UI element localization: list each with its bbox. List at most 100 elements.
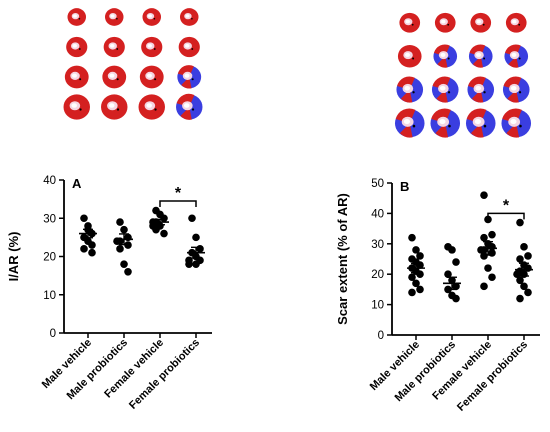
- data-point: [524, 288, 532, 297]
- y-tick-label: 30: [371, 239, 384, 251]
- data-point: [480, 191, 488, 199]
- heart-slice: [394, 108, 425, 138]
- error-bars-a: [79, 218, 205, 259]
- left-heart-sections-image: [63, 8, 203, 120]
- error-bars-b: [407, 240, 533, 291]
- heart-slice: [501, 108, 532, 138]
- heart-slice: [177, 65, 202, 89]
- data-point: [516, 218, 524, 227]
- data-point: [452, 294, 460, 303]
- heart-slice: [431, 76, 459, 103]
- heart-slice: [176, 93, 203, 120]
- data-point: [88, 241, 96, 249]
- y-ticks-a: 0 10 20 30 40: [43, 175, 64, 340]
- data-point: [416, 252, 424, 260]
- data-point: [412, 279, 420, 288]
- heart-slice: [139, 65, 164, 89]
- data-point: [124, 268, 132, 276]
- heart-slice: [502, 76, 530, 103]
- data-point: [160, 229, 168, 238]
- axes-a: [63, 180, 212, 334]
- heart-slice: [396, 76, 424, 103]
- data-point: [488, 230, 496, 239]
- y-axis-label-b: Scar extent (% of AR): [335, 193, 350, 325]
- heart-slice: [470, 12, 492, 33]
- data-point: [185, 260, 193, 268]
- data-point: [84, 222, 92, 230]
- data-point: [120, 260, 128, 268]
- data-point: [448, 246, 456, 254]
- heart-slice: [397, 44, 422, 68]
- heart-slice: [434, 12, 456, 33]
- heart-slice: [465, 108, 496, 138]
- data-point: [408, 288, 416, 297]
- significance-bracket-b: [487, 212, 525, 220]
- data-point: [152, 225, 160, 234]
- x-category-label: Female probiotics: [127, 337, 202, 412]
- right-heart-sections-image: [394, 12, 532, 138]
- heart-slice: [178, 36, 200, 58]
- data-point: [408, 273, 416, 282]
- data-point: [88, 248, 96, 257]
- significance-bracket-a: [159, 200, 197, 208]
- data-point: [116, 245, 124, 253]
- data-point: [513, 270, 521, 279]
- heart-slice: [504, 44, 529, 68]
- data-point: [452, 282, 460, 291]
- data-point: [408, 233, 416, 242]
- data-point: [516, 255, 524, 263]
- points-b: [408, 191, 532, 303]
- heart-slice: [505, 12, 527, 33]
- data-point: [412, 246, 420, 254]
- heart-slice: [63, 94, 90, 120]
- y-tick-label: 30: [43, 213, 56, 225]
- data-point: [120, 225, 128, 234]
- data-point: [520, 282, 528, 291]
- heart-slice: [468, 44, 493, 68]
- data-point: [516, 276, 524, 285]
- y-tick-label: 20: [43, 252, 56, 264]
- x-category-label: Male probiotics: [393, 339, 459, 405]
- data-point: [480, 233, 488, 242]
- heart-slice: [433, 44, 458, 68]
- data-point: [80, 245, 88, 253]
- heart-slice: [399, 12, 421, 33]
- data-point: [484, 264, 492, 272]
- data-point: [192, 233, 200, 242]
- heart-slice: [430, 108, 461, 138]
- data-point: [160, 214, 168, 223]
- heart-slice: [101, 94, 128, 120]
- y-tick-label: 40: [371, 208, 384, 220]
- heart-slice: [138, 94, 165, 120]
- data-point: [116, 218, 124, 226]
- y-axis-label-a: I/AR (%): [6, 232, 21, 282]
- heart-slice: [67, 8, 87, 26]
- heart-slice: [66, 36, 88, 58]
- data-point: [516, 294, 524, 303]
- heart-slice: [102, 65, 127, 89]
- panel-letter-a: A: [72, 176, 82, 191]
- data-point: [416, 270, 424, 279]
- points-a: [80, 206, 204, 276]
- data-point: [524, 252, 532, 260]
- data-point: [80, 214, 88, 223]
- heart-slice: [64, 65, 89, 89]
- chart-b: B Scar extent (% of AR) * 0 10 20 30 40 50 Ma…: [335, 178, 540, 414]
- y-tick-label: 10: [371, 300, 384, 312]
- y-tick-label: 40: [43, 175, 56, 187]
- data-point: [520, 243, 528, 251]
- significance-bracket: [159, 200, 197, 208]
- data-point: [452, 258, 460, 266]
- y-tick-label: 10: [43, 290, 56, 302]
- significance-star-b: *: [503, 197, 510, 214]
- heart-slice: [104, 8, 124, 26]
- heart-slice: [103, 36, 125, 58]
- y-tick-label: 50: [371, 178, 384, 190]
- chart-a: A I/AR (%) * 0 10 20 30 40 Male vehicleMale …: [6, 175, 212, 412]
- heart-slice: [179, 8, 199, 26]
- data-point: [416, 285, 424, 294]
